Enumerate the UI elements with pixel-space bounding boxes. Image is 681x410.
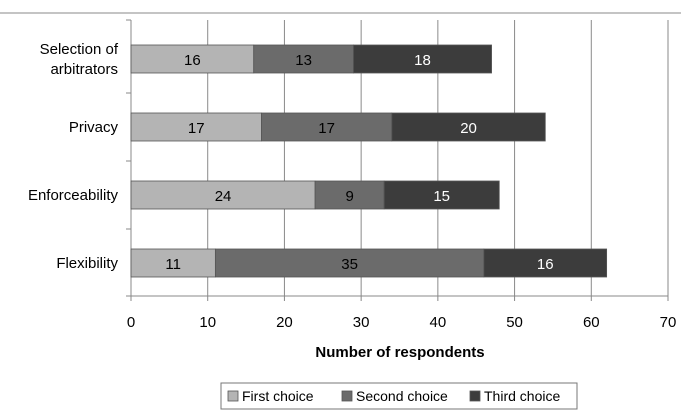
bar-segment xyxy=(383,180,500,210)
legend-label: Second choice xyxy=(356,388,448,404)
category-labels: Selection of arbitrators Privacy Enforceabi… xyxy=(28,41,119,272)
bar-segment xyxy=(214,248,485,278)
legend-label: Third choice xyxy=(484,388,560,404)
bars xyxy=(130,44,608,278)
x-tick-label: 0 xyxy=(127,314,135,331)
category-label: Privacy xyxy=(69,119,119,136)
category-label: Flexibility xyxy=(56,255,118,272)
bar-segment xyxy=(483,248,608,278)
legend-box xyxy=(220,382,578,410)
x-tick-label: 30 xyxy=(353,314,370,331)
x-axis-title: Number of respondents xyxy=(315,344,484,361)
bar-value-labels: 16 13 18 17 17 20 24 9 15 11 35 16 xyxy=(165,52,553,273)
bar-segment xyxy=(130,248,216,278)
category-label: arbitrators xyxy=(50,61,118,78)
bar-segment xyxy=(353,44,492,74)
bar-segment xyxy=(261,112,393,142)
x-tick-label: 40 xyxy=(430,314,447,331)
legend-swatch xyxy=(227,390,239,402)
x-tick-labels: 0 10 20 30 40 50 60 70 xyxy=(127,314,677,331)
x-tick-label: 10 xyxy=(199,314,216,331)
x-tick-label: 60 xyxy=(583,314,600,331)
legend-swatch xyxy=(341,390,353,402)
bar-value-label: 11 xyxy=(165,256,181,273)
x-tick-label: 50 xyxy=(506,314,523,331)
bar-value-label: 17 xyxy=(318,120,335,137)
bar-value-label: 17 xyxy=(188,120,205,137)
bar-value-label: 18 xyxy=(414,52,431,69)
bar-value-label: 16 xyxy=(184,52,201,69)
bar-value-label: 24 xyxy=(215,188,232,205)
bar-value-label: 20 xyxy=(460,120,477,137)
legend-label: First choice xyxy=(242,388,314,404)
bar-segment xyxy=(391,112,546,142)
bar-segment xyxy=(130,44,255,74)
category-label: Enforceability xyxy=(28,187,119,204)
legend: First choice Second choice Third choice xyxy=(220,382,578,410)
bar-segment xyxy=(253,44,354,74)
bar-value-label: 35 xyxy=(341,256,358,273)
bar-value-label: 16 xyxy=(537,256,554,273)
bar-value-label: 13 xyxy=(295,52,312,69)
category-label: Selection of xyxy=(40,41,119,58)
legend-swatch xyxy=(469,390,481,402)
bar-segment xyxy=(130,180,316,210)
x-tick-label: 20 xyxy=(276,314,293,331)
bar-segment xyxy=(130,112,262,142)
bar-segment xyxy=(314,180,385,210)
bar-value-label: 15 xyxy=(433,188,450,205)
bar-value-label: 9 xyxy=(345,188,353,205)
x-tick-label: 70 xyxy=(660,314,677,331)
